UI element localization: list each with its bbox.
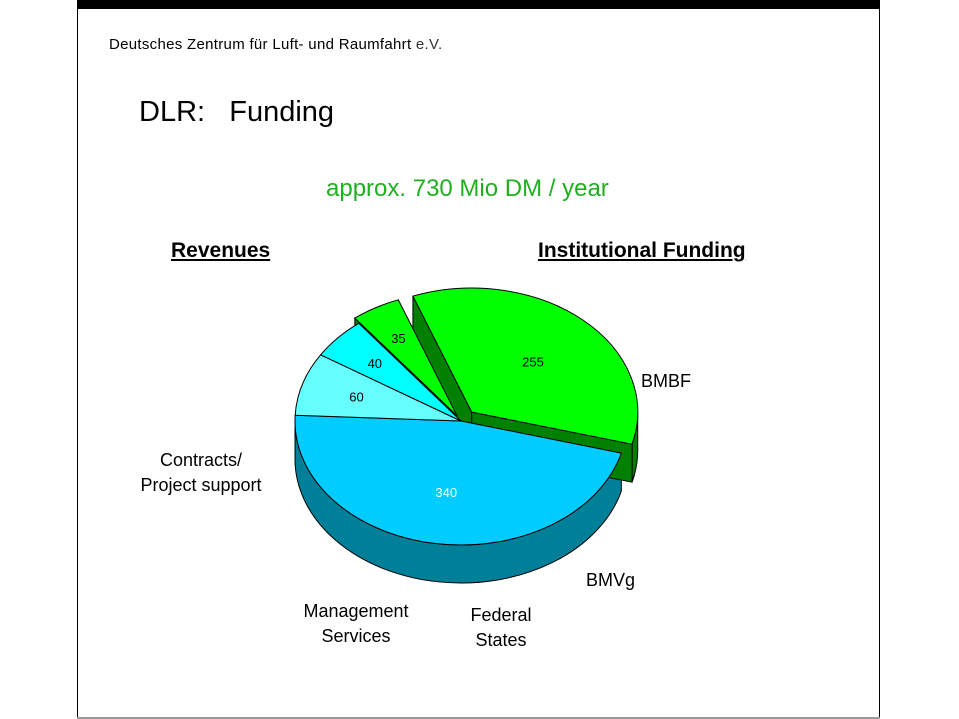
pie-slice-federal-states xyxy=(319,322,462,422)
pie-slice-contracts-project-support xyxy=(412,287,639,445)
pie-top-faces xyxy=(294,287,639,546)
value-label-bmbf: 340 xyxy=(435,485,457,500)
institutional-funding-heading: Institutional Funding xyxy=(538,239,746,262)
label-contracts: Contracts/ Project support xyxy=(124,448,278,498)
right-border xyxy=(879,0,880,719)
chart-subtitle: approx. 730 Mio DM / year xyxy=(326,175,609,202)
label-federal-states-line1: Federal xyxy=(470,605,532,625)
slide-title: DLR: Funding xyxy=(139,96,335,128)
label-federal-states-line2: States xyxy=(475,630,527,650)
bottom-border xyxy=(77,717,880,719)
organization-name-text: Deutsches Zentrum für Luft- und Raumfahr… xyxy=(109,36,412,53)
label-federal-states: Federal States xyxy=(458,603,544,653)
value-label-contracts-project-support: 255 xyxy=(522,355,544,370)
label-management-services-line2: Services xyxy=(321,626,391,646)
pie-value-labels: 340 60 40 35 255 xyxy=(349,331,544,500)
label-contracts-line2: Project support xyxy=(140,475,262,495)
label-management-services-line1: Management xyxy=(303,601,409,621)
label-bmbf: BMBF xyxy=(641,371,692,391)
label-management-services: Management Services xyxy=(286,599,426,649)
pie-slice-bmbf xyxy=(294,414,623,546)
left-border xyxy=(77,0,78,719)
pie-slice-management-services xyxy=(354,299,458,417)
value-label-federal-states: 40 xyxy=(368,356,382,371)
label-contracts-line1: Contracts/ xyxy=(159,450,243,470)
organization-name: Deutsches Zentrum für Luft- und Raumfahr… xyxy=(109,36,442,53)
value-label-bmvg: 60 xyxy=(349,389,363,404)
label-bmvg: BMVg xyxy=(586,570,636,590)
organization-suffix: e.V. xyxy=(415,36,443,53)
revenues-heading: Revenues xyxy=(171,239,271,262)
top-border xyxy=(78,0,880,9)
value-label-management-services: 35 xyxy=(391,331,405,346)
